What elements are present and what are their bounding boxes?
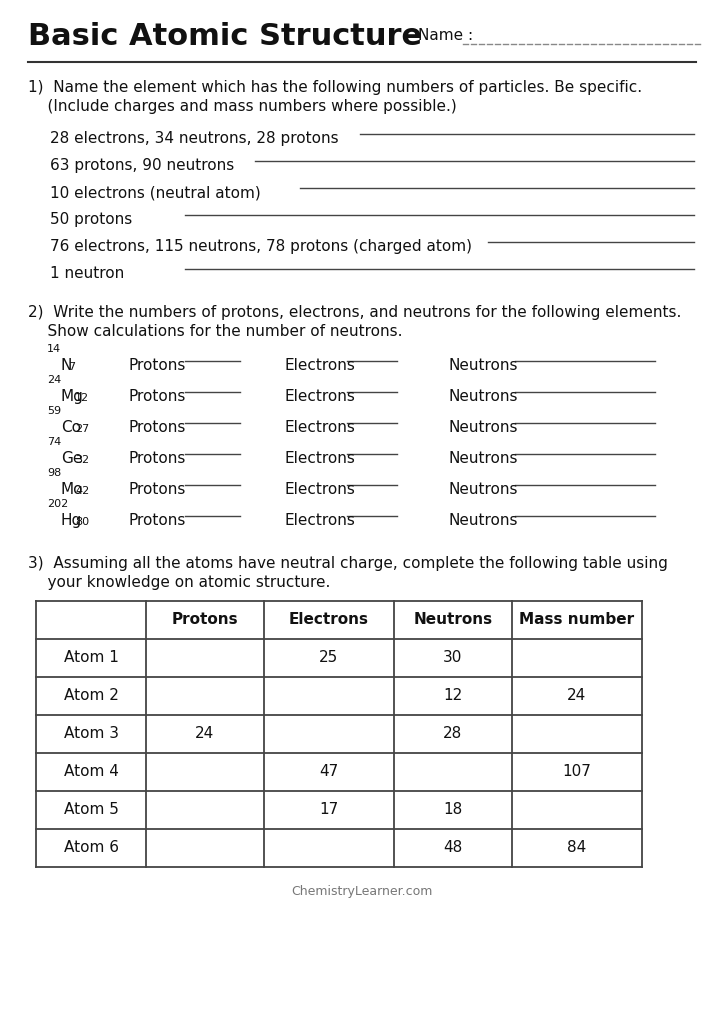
Text: Neutrons: Neutrons	[448, 482, 518, 497]
Text: 202: 202	[47, 499, 68, 509]
Text: Electrons: Electrons	[285, 482, 356, 497]
Text: Hg: Hg	[61, 513, 83, 528]
Text: 59: 59	[47, 406, 61, 416]
Text: 27: 27	[75, 424, 89, 434]
Text: Neutrons: Neutrons	[448, 358, 518, 373]
Text: Atom 1: Atom 1	[64, 650, 119, 666]
Text: Show calculations for the number of neutrons.: Show calculations for the number of neut…	[28, 324, 403, 339]
Text: Co: Co	[61, 420, 81, 435]
Text: ChemistryLearner.com: ChemistryLearner.com	[291, 885, 433, 898]
Text: 42: 42	[75, 486, 89, 496]
Text: 63 protons, 90 neutrons: 63 protons, 90 neutrons	[50, 158, 235, 173]
Text: 24: 24	[47, 375, 62, 385]
Text: N: N	[61, 358, 72, 373]
Text: Protons: Protons	[128, 389, 185, 404]
Text: 98: 98	[47, 468, 62, 478]
Text: Neutrons: Neutrons	[448, 513, 518, 528]
Text: 50 protons: 50 protons	[50, 212, 132, 227]
Text: Electrons: Electrons	[285, 420, 356, 435]
Text: 47: 47	[319, 765, 339, 779]
Text: 32: 32	[75, 455, 89, 465]
Text: 76 electrons, 115 neutrons, 78 protons (charged atom): 76 electrons, 115 neutrons, 78 protons (…	[50, 239, 472, 254]
Text: Protons: Protons	[128, 420, 185, 435]
Text: Name :: Name :	[418, 28, 473, 43]
Text: Electrons: Electrons	[285, 451, 356, 466]
Text: 107: 107	[563, 765, 592, 779]
Text: Mass number: Mass number	[519, 612, 634, 628]
Text: 30: 30	[443, 650, 463, 666]
Text: 48: 48	[443, 841, 463, 855]
Text: Basic Atomic Structure: Basic Atomic Structure	[28, 22, 422, 51]
Text: 28 electrons, 34 neutrons, 28 protons: 28 electrons, 34 neutrons, 28 protons	[50, 131, 339, 146]
Text: Electrons: Electrons	[285, 513, 356, 528]
Text: 25: 25	[319, 650, 339, 666]
Text: 1 neutron: 1 neutron	[50, 266, 125, 281]
Text: Mo: Mo	[61, 482, 83, 497]
Text: 1)  Name the element which has the following numbers of particles. Be specific.: 1) Name the element which has the follow…	[28, 80, 642, 95]
Text: Atom 6: Atom 6	[64, 841, 119, 855]
Text: 84: 84	[568, 841, 586, 855]
Text: 7: 7	[68, 362, 75, 372]
Text: Neutrons: Neutrons	[448, 389, 518, 404]
Text: 80: 80	[75, 517, 89, 527]
Text: Protons: Protons	[128, 358, 185, 373]
Text: your knowledge on atomic structure.: your knowledge on atomic structure.	[28, 575, 330, 590]
Text: 10 electrons (neutral atom): 10 electrons (neutral atom)	[50, 185, 261, 200]
Text: 17: 17	[319, 803, 339, 817]
Text: Electrons: Electrons	[285, 389, 356, 404]
Text: Protons: Protons	[128, 482, 185, 497]
Text: Neutrons: Neutrons	[413, 612, 492, 628]
Text: 24: 24	[195, 726, 214, 741]
Text: 2)  Write the numbers of protons, electrons, and neutrons for the following elem: 2) Write the numbers of protons, electro…	[28, 305, 681, 319]
Text: Mg: Mg	[61, 389, 84, 404]
Text: 18: 18	[443, 803, 463, 817]
Text: Protons: Protons	[128, 513, 185, 528]
Text: 12: 12	[443, 688, 463, 703]
Text: 14: 14	[47, 344, 61, 354]
Text: 12: 12	[75, 393, 89, 403]
Text: Protons: Protons	[172, 612, 238, 628]
Text: Protons: Protons	[128, 451, 185, 466]
Text: 24: 24	[568, 688, 586, 703]
Text: Neutrons: Neutrons	[448, 451, 518, 466]
Text: Atom 3: Atom 3	[64, 726, 119, 741]
Text: Atom 4: Atom 4	[64, 765, 119, 779]
Text: Atom 2: Atom 2	[64, 688, 119, 703]
Text: Electrons: Electrons	[285, 358, 356, 373]
Text: Neutrons: Neutrons	[448, 420, 518, 435]
Text: Ge: Ge	[61, 451, 83, 466]
Text: 3)  Assuming all the atoms have neutral charge, complete the following table usi: 3) Assuming all the atoms have neutral c…	[28, 556, 668, 571]
Text: Electrons: Electrons	[289, 612, 369, 628]
Text: (Include charges and mass numbers where possible.): (Include charges and mass numbers where …	[28, 99, 457, 114]
Text: Atom 5: Atom 5	[64, 803, 119, 817]
Text: 28: 28	[443, 726, 463, 741]
Text: 74: 74	[47, 437, 62, 447]
